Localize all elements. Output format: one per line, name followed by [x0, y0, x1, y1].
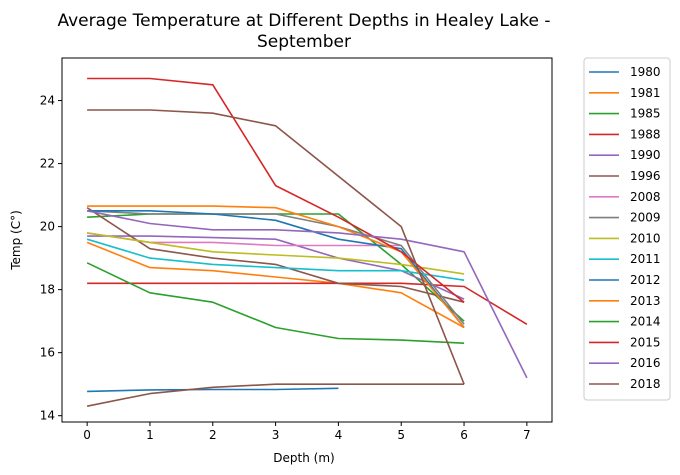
series-line-0 — [87, 387, 339, 393]
legend-label-6: 2008 — [630, 190, 661, 204]
plot-area-frame — [61, 57, 553, 423]
tick-layer: 0 1 2 3 4 5 6 7 14 16 18 20 22 24 — [40, 94, 531, 442]
series-line-16 — [87, 109, 465, 385]
legend-label-7: 2009 — [630, 211, 661, 225]
legend-label-12: 2014 — [630, 315, 661, 329]
legend-label-0: 1980 — [630, 65, 661, 79]
legend-label-15: 2018 — [630, 377, 661, 391]
y-tick-label-1: 16 — [40, 346, 55, 360]
x-tick-label-3: 3 — [272, 428, 280, 442]
series-line-14 — [86, 210, 528, 379]
legend-label-4: 1990 — [630, 148, 661, 162]
series-line-7 — [87, 210, 465, 325]
x-tick-label-7: 7 — [523, 428, 531, 442]
legend-label-11: 2013 — [630, 294, 661, 308]
x-tick-label-1: 1 — [146, 428, 154, 442]
legend-label-13: 2015 — [630, 335, 661, 349]
y-axis-label: Temp (C°) — [9, 210, 23, 271]
x-tick-label-5: 5 — [397, 428, 405, 442]
series-line-8 — [86, 232, 465, 275]
y-tick-label-5: 24 — [40, 94, 55, 108]
x-tick-label-6: 6 — [460, 428, 468, 442]
y-tick-label-0: 14 — [40, 409, 55, 423]
x-axis-label: Depth (m) — [273, 451, 334, 465]
chart-title-line2: September — [257, 32, 351, 52]
series-line-5 — [86, 207, 465, 303]
series-line-9 — [86, 238, 465, 281]
series-line-15 — [86, 383, 465, 407]
legend-label-2: 1985 — [630, 107, 661, 121]
legend-label-10: 2012 — [630, 273, 661, 287]
x-tick-label-0: 0 — [83, 428, 91, 442]
chart-title-line1: Average Temperature at Different Depths … — [57, 11, 550, 31]
legend-label-1: 1981 — [630, 86, 661, 100]
legend-label-5: 1996 — [630, 169, 661, 183]
y-tick-label-4: 22 — [40, 157, 55, 171]
legend-label-3: 1988 — [630, 127, 661, 141]
legend-label-14: 2016 — [630, 356, 661, 370]
series-line-12 — [86, 262, 465, 344]
series-layer — [86, 77, 528, 407]
series-line-1 — [86, 241, 465, 329]
legend-frame — [583, 57, 671, 401]
series-line-10 — [87, 210, 465, 328]
y-tick-label-2: 18 — [40, 283, 55, 297]
legend-label-9: 2011 — [630, 252, 661, 266]
legend: 1980 1981 1985 1988 1990 1996 2008 2009 2010 2011… — [583, 57, 671, 401]
series-line-13 — [87, 77, 465, 303]
series-line-3 — [87, 282, 528, 325]
legend-label-8: 2010 — [630, 231, 661, 245]
x-tick-label-2: 2 — [209, 428, 217, 442]
x-tick-label-4: 4 — [335, 428, 343, 442]
y-tick-label-3: 20 — [40, 220, 55, 234]
